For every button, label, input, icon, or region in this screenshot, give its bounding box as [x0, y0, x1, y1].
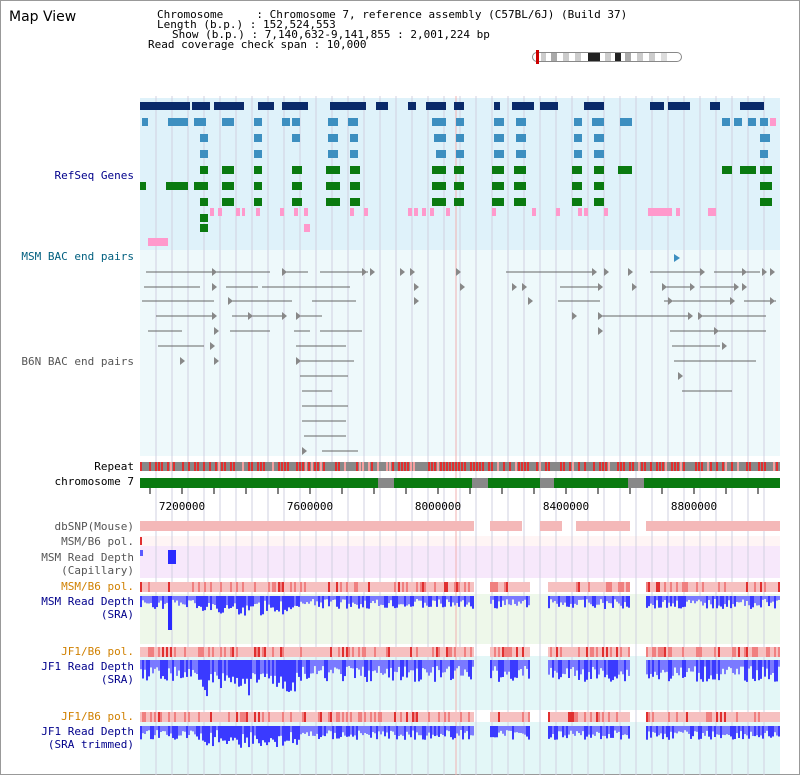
coverage-line: Read coverage check span : 10,000	[148, 38, 367, 51]
assembly-info: Chromosome : Chromosome 7, reference ass…	[148, 8, 628, 51]
track-label-repeat[interactable]: Repeat	[94, 460, 134, 473]
axis-tick-label: 8800000	[670, 500, 718, 513]
axis-tick-label: 8000000	[414, 500, 462, 513]
axis-tick-label: 7200000	[158, 500, 206, 513]
track-label-msm-b6-pol-1[interactable]: MSM/B6 pol.	[61, 535, 134, 548]
chromosome-ideogram[interactable]	[532, 52, 682, 62]
track-label-msm-depth-cap-2: (Capillary)	[61, 564, 134, 577]
track-label-jf1-b6-pol-2[interactable]: JF1/B6 pol.	[61, 710, 134, 723]
track-label-jf1-depth-trim-1[interactable]: JF1 Read Depth	[41, 725, 134, 738]
show-line: Show (b.p.) : 7,140,632-9,141,855 : 2,00…	[172, 28, 490, 41]
axis-tick-label: 7600000	[286, 500, 334, 513]
track-label-msm-depth-sra-1[interactable]: MSM Read Depth	[41, 595, 134, 608]
track-label-jf1-b6-pol-1[interactable]: JF1/B6 pol.	[61, 645, 134, 658]
track-label-msm-bac[interactable]: MSM BAC end pairs	[21, 250, 134, 263]
track-label-msm-depth-cap-1[interactable]: MSM Read Depth	[41, 551, 134, 564]
page-title: Map View	[9, 9, 77, 25]
track-label-msm-b6-pol-2[interactable]: MSM/B6 pol.	[61, 580, 134, 593]
track-label-jf1-depth-trim-2: (SRA trimmed)	[47, 738, 134, 751]
track-label-dbsnp[interactable]: dbSNP(Mouse)	[54, 520, 134, 533]
track-label-chromosome: chromosome 7	[54, 475, 134, 488]
track-label-b6n-bac[interactable]: B6N BAC end pairs	[21, 355, 134, 368]
track-label-jf1-depth-1[interactable]: JF1 Read Depth	[41, 660, 134, 673]
track-label-jf1-depth-2: (SRA)	[100, 673, 134, 686]
axis-tick-label: 8400000	[542, 500, 590, 513]
track-label-refseq[interactable]: RefSeq Genes	[54, 169, 134, 182]
chromosome-line: Chromosome : Chromosome 7, reference ass…	[157, 8, 628, 21]
length-line: Length (b.p.) : 152,524,553	[157, 18, 336, 31]
track-label-msm-depth-sra-2: (SRA)	[100, 608, 134, 621]
ideogram-position-marker	[536, 50, 539, 64]
